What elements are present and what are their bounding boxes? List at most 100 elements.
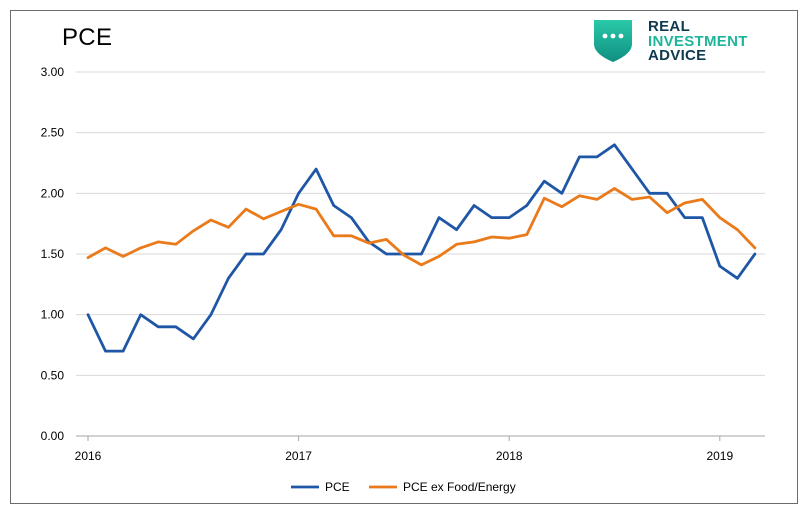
data-point	[157, 240, 160, 244]
data-point	[560, 205, 564, 208]
legend-label: PCE ex Food/Energy	[403, 480, 516, 494]
data-point	[139, 246, 142, 250]
data-point	[490, 216, 493, 219]
data-point	[350, 234, 353, 237]
data-point	[718, 264, 721, 268]
data-point	[314, 207, 318, 211]
x-tick-label: 2019	[706, 449, 733, 463]
data-point	[560, 192, 564, 195]
data-point	[174, 325, 177, 328]
data-point	[508, 237, 511, 240]
data-point	[244, 207, 248, 211]
data-point	[104, 246, 107, 250]
y-tick-label: 3.00	[41, 65, 65, 79]
data-point	[736, 277, 739, 280]
series-lines	[86, 143, 757, 353]
data-point	[578, 194, 581, 197]
data-point	[402, 254, 406, 257]
data-point	[385, 252, 388, 256]
data-point	[332, 204, 335, 207]
data-point	[297, 192, 300, 195]
data-point	[209, 313, 213, 316]
data-point	[472, 240, 476, 244]
data-point	[121, 255, 125, 258]
data-point	[367, 241, 370, 245]
y-tick-label: 2.00	[41, 186, 65, 200]
data-point	[209, 218, 213, 222]
x-tick-label: 2016	[75, 449, 102, 463]
chart-title: PCE	[62, 24, 113, 51]
data-point	[648, 195, 651, 199]
data-point	[420, 252, 423, 256]
legend-label: PCE	[325, 480, 350, 494]
data-point	[525, 233, 528, 236]
data-point	[297, 203, 300, 206]
logo-wordmark: REAL INVESTMENT ADVICE	[648, 18, 748, 64]
data-point	[279, 210, 283, 213]
data-point	[701, 216, 704, 219]
data-point	[86, 256, 90, 259]
logo-line-1: REAL	[648, 18, 691, 35]
data-point	[227, 226, 230, 229]
data-point	[332, 234, 335, 237]
data-point	[683, 216, 686, 219]
data-point	[543, 180, 546, 183]
data-point	[86, 313, 90, 316]
data-point	[508, 216, 511, 219]
series-line-pce	[86, 143, 757, 353]
data-point	[595, 198, 599, 201]
data-point	[314, 167, 318, 171]
y-axis-ticks: 0.00 0.50 1.00 1.50 2.00 2.50 3.00	[41, 65, 65, 443]
y-tick-label: 1.00	[41, 308, 65, 322]
data-point	[262, 252, 265, 256]
data-point	[121, 349, 125, 353]
y-tick-label: 1.50	[41, 247, 65, 261]
data-point	[139, 313, 142, 316]
data-point	[455, 228, 458, 231]
data-point	[350, 216, 353, 219]
x-axis: 2016 2017 2018 2019	[75, 436, 733, 463]
data-point	[104, 349, 107, 353]
data-point	[420, 263, 423, 267]
data-point	[753, 252, 757, 256]
x-tick-label: 2017	[285, 449, 312, 463]
data-point	[543, 196, 546, 200]
data-point	[630, 198, 634, 201]
data-point	[472, 204, 476, 207]
x-tick-label: 2018	[496, 449, 523, 463]
data-point	[665, 192, 669, 195]
data-point	[174, 243, 177, 246]
data-point	[736, 228, 739, 231]
logo-line-3: ADVICE	[648, 47, 707, 64]
y-tick-label: 0.50	[41, 368, 65, 382]
data-point	[437, 255, 441, 258]
y-tick-label: 2.50	[41, 126, 65, 140]
data-point	[753, 246, 757, 250]
data-point	[192, 337, 195, 341]
y-tick-label: 0.00	[41, 429, 65, 443]
data-point	[525, 204, 528, 207]
data-point	[385, 238, 388, 241]
data-point	[648, 192, 651, 195]
data-point	[455, 243, 458, 246]
chart-frame	[10, 10, 798, 504]
data-point	[595, 155, 599, 159]
legend: PCE PCE ex Food/Energy	[291, 480, 516, 494]
data-point	[437, 216, 441, 219]
data-point	[192, 229, 195, 233]
logo-shield-icon	[594, 20, 632, 62]
data-point	[613, 187, 616, 190]
data-point	[244, 252, 248, 256]
grid-lines	[76, 71, 765, 437]
data-point	[701, 198, 704, 201]
data-point	[227, 277, 230, 280]
logo-line-2: INVESTMENT	[648, 32, 748, 50]
data-point	[279, 228, 283, 231]
data-point	[718, 216, 721, 219]
data-point	[578, 155, 581, 159]
data-point	[683, 201, 686, 205]
data-point	[490, 235, 493, 239]
data-point	[157, 325, 160, 328]
data-point	[665, 211, 669, 214]
